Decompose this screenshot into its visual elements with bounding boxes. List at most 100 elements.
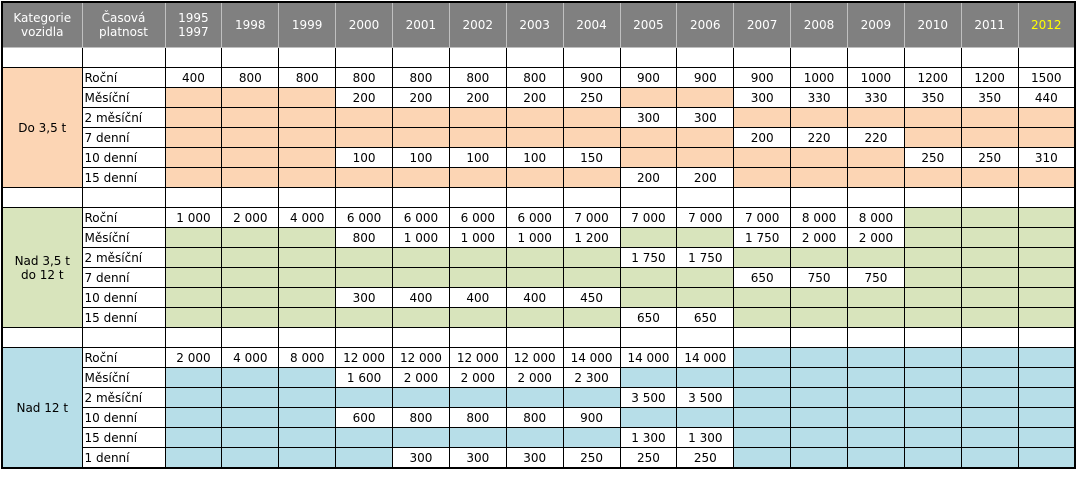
- value-cell: 300: [335, 287, 393, 308]
- empty-cell: [676, 267, 735, 288]
- empty-cell: [164, 427, 223, 448]
- empty-cell: [562, 327, 621, 348]
- period-cell: 7 denní: [81, 267, 166, 288]
- data-row: 15 denní 650 650: [2, 307, 1076, 328]
- period-cell: Měsíční: [81, 87, 166, 108]
- empty-cell: [733, 367, 792, 388]
- empty-cell: [164, 327, 223, 348]
- empty-cell: [790, 347, 848, 368]
- empty-cell: [847, 167, 905, 188]
- value-cell: 2 000: [847, 227, 905, 248]
- empty-cell: [847, 107, 905, 128]
- empty-cell: [1017, 227, 1076, 248]
- header-cell: 1998: [221, 1, 280, 48]
- empty-cell: [903, 167, 962, 188]
- empty-cell: [335, 327, 393, 348]
- value-cell: 1 000: [505, 227, 564, 248]
- empty-cell: [676, 187, 735, 208]
- empty-cell: [392, 427, 450, 448]
- data-row: Do 3,5 t Roční 400 800 800 800 800 800 800 900 900…: [1, 67, 1076, 188]
- empty-cell: [903, 247, 962, 268]
- empty-cell: [278, 107, 337, 128]
- empty-cell: [448, 307, 507, 328]
- empty-cell: [448, 127, 507, 148]
- empty-cell: [847, 447, 905, 469]
- empty-cell: [1017, 267, 1076, 288]
- data-row: 15 denní 1 300 1 300: [2, 427, 1076, 448]
- empty-cell: [1017, 347, 1076, 368]
- empty-cell: [847, 327, 905, 348]
- empty-cell: [221, 227, 280, 248]
- period-cell: Měsíční: [81, 227, 166, 248]
- empty-cell: [164, 267, 223, 288]
- empty-cell: [221, 127, 280, 148]
- price-table: Kategorie vozidla Časová platnost 1995 199…: [1, 1, 1076, 469]
- value-cell: 2 000: [392, 367, 450, 388]
- empty-cell: [505, 127, 564, 148]
- value-cell: 800: [505, 407, 564, 428]
- empty-cell: [903, 107, 962, 128]
- empty-cell: [1017, 127, 1076, 148]
- empty-cell: [562, 307, 621, 328]
- period-cell: Měsíční: [81, 367, 166, 388]
- empty-cell: [960, 207, 1019, 228]
- empty-cell: [164, 147, 223, 168]
- value-cell: 1000: [790, 67, 848, 88]
- empty-cell: [960, 367, 1019, 388]
- period-cell: 15 denní: [81, 427, 166, 448]
- empty-cell: [847, 47, 905, 68]
- empty-cell: [278, 47, 337, 68]
- data-row: Měsíční 1 600 2 000 2 000 2 000 2 300: [2, 367, 1076, 388]
- empty-cell: [960, 127, 1019, 148]
- empty-cell: [676, 47, 735, 68]
- value-cell: 250: [903, 147, 962, 168]
- empty-cell: [278, 287, 337, 308]
- period-cell: 10 denní: [81, 287, 166, 308]
- value-cell: 2 000: [164, 347, 223, 368]
- empty-cell: [278, 147, 337, 168]
- value-cell: 300: [676, 107, 735, 128]
- value-cell: 800: [448, 407, 507, 428]
- period-cell: 10 denní: [81, 147, 166, 168]
- empty-cell: [335, 307, 393, 328]
- empty-cell: [1017, 387, 1076, 408]
- value-cell: 8 000: [278, 347, 337, 368]
- empty-cell: [733, 347, 792, 368]
- empty-cell: [960, 407, 1019, 428]
- empty-cell: [733, 447, 792, 469]
- empty-cell: [960, 427, 1019, 448]
- header-cell: 2006: [676, 1, 735, 48]
- empty-cell: [505, 267, 564, 288]
- period-cell: 2 měsíční: [81, 107, 166, 128]
- empty-cell: [790, 387, 848, 408]
- header-cell: 2003: [505, 1, 564, 48]
- value-cell: 12 000: [335, 347, 393, 368]
- empty-cell: [392, 267, 450, 288]
- value-cell: 250: [960, 147, 1019, 168]
- data-row: 7 denní 200 220 220: [2, 127, 1076, 148]
- empty-cell: [1017, 327, 1076, 348]
- value-cell: 800: [335, 227, 393, 248]
- value-cell: 14 000: [676, 347, 735, 368]
- value-cell: 900: [619, 67, 678, 88]
- value-cell: 1200: [903, 67, 962, 88]
- empty-cell: [903, 367, 962, 388]
- empty-cell: [847, 407, 905, 428]
- data-row: 10 denní 600 800 800 800 900: [2, 407, 1076, 428]
- value-cell: 1 300: [619, 427, 678, 448]
- empty-cell: [903, 347, 962, 368]
- empty-cell: [676, 147, 735, 168]
- empty-cell: [847, 347, 905, 368]
- value-cell: 600: [335, 407, 393, 428]
- empty-cell: [960, 247, 1019, 268]
- empty-cell: [619, 227, 678, 248]
- empty-cell: [733, 167, 792, 188]
- value-cell: 14 000: [619, 347, 678, 368]
- value-cell: 800: [221, 67, 280, 88]
- value-cell: 1000: [847, 67, 905, 88]
- value-cell: 8 000: [790, 207, 848, 228]
- value-cell: 1 200: [562, 227, 621, 248]
- empty-cell: [733, 187, 792, 208]
- empty-cell: [221, 267, 280, 288]
- empty-cell: [1017, 287, 1076, 308]
